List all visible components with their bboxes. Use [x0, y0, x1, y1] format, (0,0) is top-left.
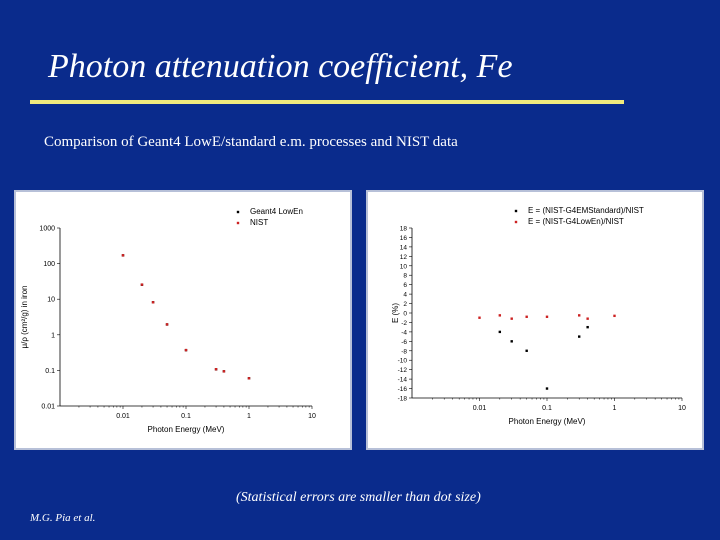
legend-marker	[514, 220, 518, 224]
data-point	[140, 283, 144, 286]
statistical-errors-note: (Statistical errors are smaller than dot…	[236, 490, 481, 505]
data-point	[151, 301, 155, 304]
x-tick-label: 1	[613, 405, 617, 412]
y-tick-label: -14	[398, 377, 408, 384]
x-tick-label: 0.01	[473, 405, 487, 412]
legend-label: E = (NIST-G4LowEn)/NIST	[528, 217, 624, 226]
legend-marker	[236, 221, 240, 225]
y-axis-label: E (%)	[391, 303, 400, 323]
title-underline	[30, 100, 624, 104]
data-point	[578, 335, 581, 338]
x-axis-label: Photon Energy (MeV)	[148, 425, 225, 434]
data-point	[498, 330, 502, 334]
y-tick-label: 0	[403, 311, 407, 318]
data-point	[222, 370, 226, 373]
slide-title: Photon attenuation coefficient, Fe	[48, 48, 513, 85]
chart-panel-attenuation: 1000 100 10 1 0.1 0.01 0.01 0.1 1 10 Photon Energy…	[14, 190, 352, 450]
data-point	[121, 254, 125, 257]
y-axis-label: μ/ρ (cm²/g) in iron	[20, 286, 29, 349]
x-tick-label: 10	[308, 413, 316, 420]
y-tick-label: 18	[400, 226, 408, 233]
data-point	[498, 314, 502, 317]
y-tick-label: 6	[403, 282, 407, 289]
legend-label: NIST	[250, 218, 268, 227]
data-point	[247, 377, 251, 380]
y-tick-label: 4	[403, 292, 407, 299]
x-tick-label: 10	[678, 405, 686, 412]
data-point	[478, 316, 481, 319]
data-point	[586, 317, 589, 320]
legend-marker	[236, 210, 240, 214]
y-tick-label: 12	[400, 254, 408, 261]
x-tick-label: 0.1	[542, 405, 552, 412]
attenuation-chart: 1000 100 10 1 0.1 0.01 0.01 0.1 1 10 Photon Energy…	[20, 207, 316, 434]
x-axis-label: Photon Energy (MeV)	[509, 417, 586, 426]
data-point	[510, 317, 513, 320]
data-point	[545, 315, 549, 318]
y-tick-label: -6	[401, 339, 407, 346]
data-point	[578, 314, 581, 317]
y-tick-label: 0.1	[45, 368, 55, 375]
data-point	[525, 315, 528, 318]
x-tick-label: 0.1	[181, 413, 191, 420]
y-tick-label: -18	[398, 396, 408, 403]
legend-label: E = (NIST-G4EMStandard)/NIST	[528, 206, 644, 215]
y-tick-label: -12	[398, 367, 408, 374]
slide-subtitle: Comparison of Geant4 LowE/standard e.m. …	[44, 134, 458, 150]
y-tick-label: 0.01	[41, 404, 55, 411]
data-point	[613, 314, 616, 318]
difference-chart: 18 16 14 12 10 8 6 4 2 0 -2 -4 -6 -8 -10 -12 -14 -16 -18 0.…	[391, 206, 686, 426]
y-tick-label: 16	[400, 235, 408, 242]
y-tick-label: 14	[400, 244, 408, 251]
data-point	[214, 368, 218, 371]
y-tick-label: -2	[401, 320, 407, 327]
y-tick-label: 1000	[39, 226, 55, 233]
y-tick-label: 10	[47, 297, 55, 304]
y-tick-label: 100	[43, 261, 55, 268]
y-tick-label: 10	[400, 263, 408, 270]
y-tick-label: 2	[403, 301, 407, 308]
y-tick-label: -10	[398, 358, 408, 365]
data-point	[586, 325, 589, 329]
y-tick-label: 8	[403, 273, 407, 280]
data-point	[545, 387, 549, 390]
legend-marker	[514, 209, 518, 213]
y-tick-label: -4	[401, 329, 407, 336]
data-point	[525, 349, 528, 352]
author-credit: M.G. Pia et al.	[30, 512, 96, 524]
data-point	[184, 348, 188, 352]
y-tick-label: 1	[51, 332, 55, 339]
data-point	[510, 340, 513, 343]
data-point	[165, 323, 169, 326]
legend-label: Geant4 LowEn	[250, 207, 303, 216]
x-tick-label: 1	[247, 413, 251, 420]
x-tick-label: 0.01	[116, 413, 130, 420]
chart-panel-difference: 18 16 14 12 10 8 6 4 2 0 -2 -4 -6 -8 -10 -12 -14 -16 -18 0.…	[366, 190, 704, 450]
y-tick-label: -16	[398, 386, 408, 393]
y-tick-label: -8	[401, 348, 407, 355]
